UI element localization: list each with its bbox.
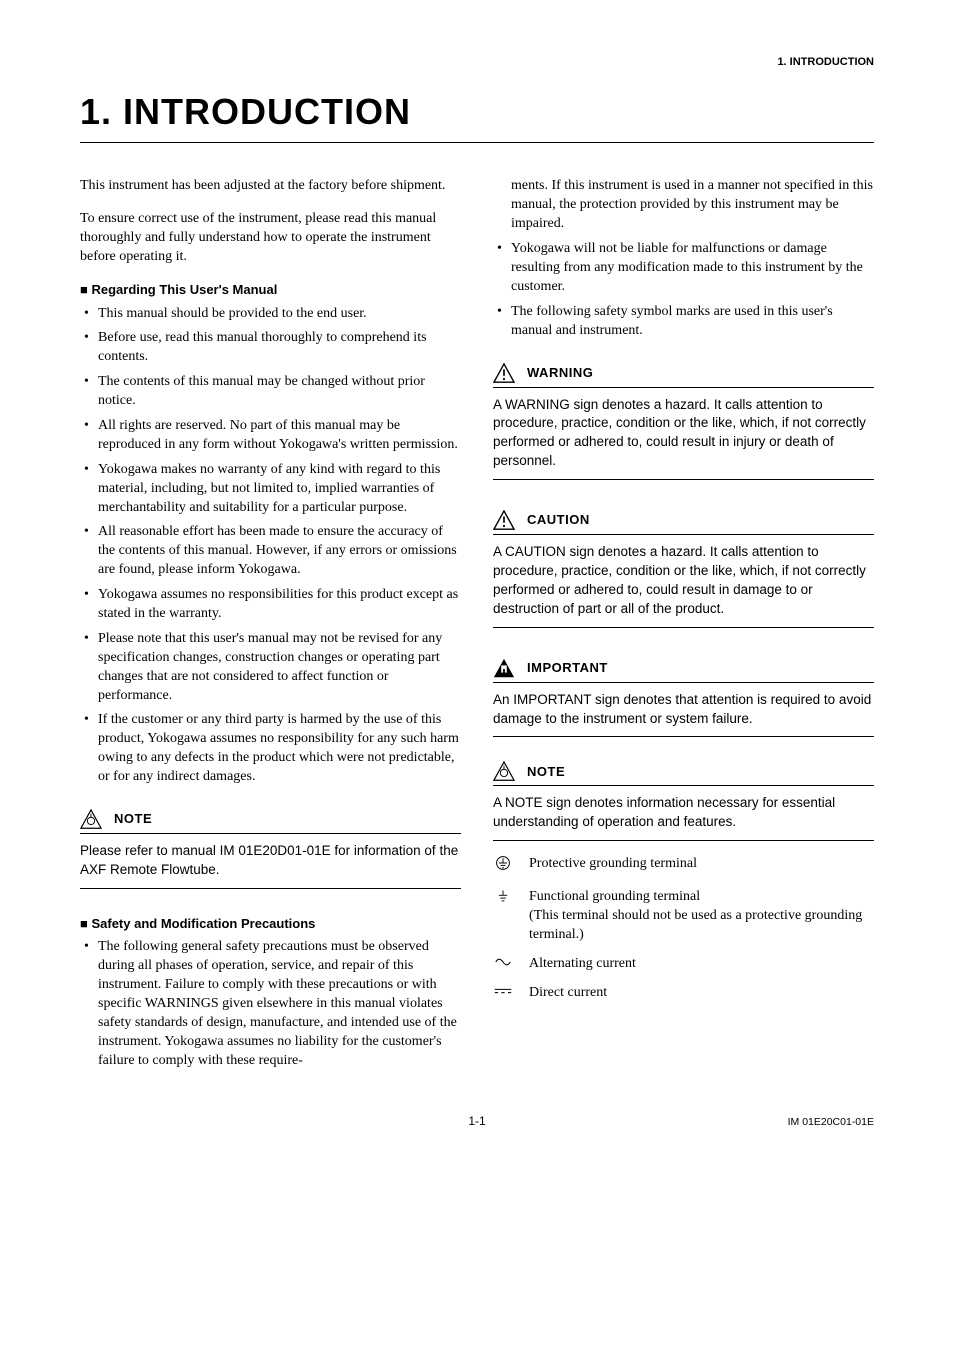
intro-paragraph-1: This instrument has been adjusted at the… <box>80 177 461 196</box>
safety-heading: Safety and Modification Precautions <box>80 915 461 933</box>
callout-label: NOTE <box>114 810 152 828</box>
list-item: The following general safety precautions… <box>80 938 461 1070</box>
callout-head: NOTE <box>493 761 874 786</box>
list-item: Please note that this user's manual may … <box>80 630 461 706</box>
regarding-list: This manual should be provided to the en… <box>80 305 461 787</box>
page-footer: 1-1 IM 01E20C01-01E <box>80 1113 874 1131</box>
symbol-row: Alternating current <box>493 955 874 974</box>
callout-head: NOTE <box>80 809 461 834</box>
callout-head: CAUTION <box>493 510 874 535</box>
title-rule <box>80 142 874 143</box>
content-columns: This instrument has been adjusted at the… <box>80 177 874 1076</box>
callout-head: WARNING <box>493 363 874 388</box>
right-column: ments. If this instrument is used in a m… <box>493 177 874 1076</box>
callout-body: A WARNING sign denotes a hazard. It call… <box>493 396 874 481</box>
callout-label: NOTE <box>527 763 565 781</box>
warning-callout: WARNING A WARNING sign denotes a hazard.… <box>493 363 874 481</box>
list-item: All rights are reserved. No part of this… <box>80 417 461 455</box>
list-item: Before use, read this manual thoroughly … <box>80 329 461 367</box>
list-item: Yokogawa will not be liable for malfunct… <box>493 240 874 297</box>
functional-ground-icon <box>493 888 513 911</box>
list-item: All reasonable effort has been made to e… <box>80 523 461 580</box>
note-callout-right: NOTE A NOTE sign denotes information nec… <box>493 761 874 841</box>
regarding-heading: Regarding This User's Manual <box>80 281 461 299</box>
warning-icon <box>493 363 515 383</box>
symbol-row: Direct current <box>493 984 874 1003</box>
callout-label: WARNING <box>527 364 593 382</box>
symbol-label: Functional grounding terminal (This term… <box>529 888 874 945</box>
left-column: This instrument has been adjusted at the… <box>80 177 461 1076</box>
document-id: IM 01E20C01-01E <box>788 1115 874 1129</box>
important-callout: IMPORTANT An IMPORTANT sign denotes that… <box>493 658 874 738</box>
caution-icon <box>493 510 515 530</box>
page-number: 1-1 <box>80 1113 874 1129</box>
callout-body: An IMPORTANT sign denotes that attention… <box>493 691 874 738</box>
note-icon <box>493 761 515 781</box>
safety-lead-list: The following general safety precautions… <box>80 938 461 1070</box>
running-header: 1. INTRODUCTION <box>80 55 874 70</box>
safety-continuation: ments. If this instrument is used in a m… <box>493 177 874 234</box>
list-item: Yokogawa assumes no responsibilities for… <box>80 586 461 624</box>
callout-body: A CAUTION sign denotes a hazard. It call… <box>493 543 874 628</box>
page-title: 1. INTRODUCTION <box>80 88 874 137</box>
safety-items-list: Yokogawa will not be liable for malfunct… <box>493 240 874 340</box>
symbol-label-text: Functional grounding terminal <box>529 889 700 904</box>
list-item: If the customer or any third party is ha… <box>80 711 461 787</box>
caution-callout: CAUTION A CAUTION sign denotes a hazard.… <box>493 510 874 628</box>
protective-ground-icon <box>493 855 513 878</box>
symbol-label-sub: (This terminal should not be used as a p… <box>529 908 862 942</box>
symbol-row: Protective grounding terminal <box>493 855 874 878</box>
intro-paragraph-2: To ensure correct use of the instrument,… <box>80 210 461 267</box>
note-icon <box>80 809 102 829</box>
list-item: This manual should be provided to the en… <box>80 305 461 324</box>
dc-icon <box>493 984 513 1003</box>
symbol-label: Alternating current <box>529 955 636 974</box>
callout-label: IMPORTANT <box>527 659 608 677</box>
symbol-row: Functional grounding terminal (This term… <box>493 888 874 945</box>
callout-head: IMPORTANT <box>493 658 874 683</box>
callout-body: A NOTE sign denotes information necessar… <box>493 794 874 841</box>
callout-body: Please refer to manual IM 01E20D01-01E f… <box>80 842 461 889</box>
callout-label: CAUTION <box>527 511 590 529</box>
symbol-label: Direct current <box>529 984 607 1003</box>
symbol-legend: Protective grounding terminal Functional… <box>493 855 874 1002</box>
list-item: The following safety symbol marks are us… <box>493 303 874 341</box>
list-item: The contents of this manual may be chang… <box>80 373 461 411</box>
important-icon <box>493 658 515 678</box>
ac-icon <box>493 955 513 974</box>
symbol-label: Protective grounding terminal <box>529 855 697 874</box>
note-callout-left: NOTE Please refer to manual IM 01E20D01-… <box>80 809 461 889</box>
list-item: Yokogawa makes no warranty of any kind w… <box>80 461 461 518</box>
